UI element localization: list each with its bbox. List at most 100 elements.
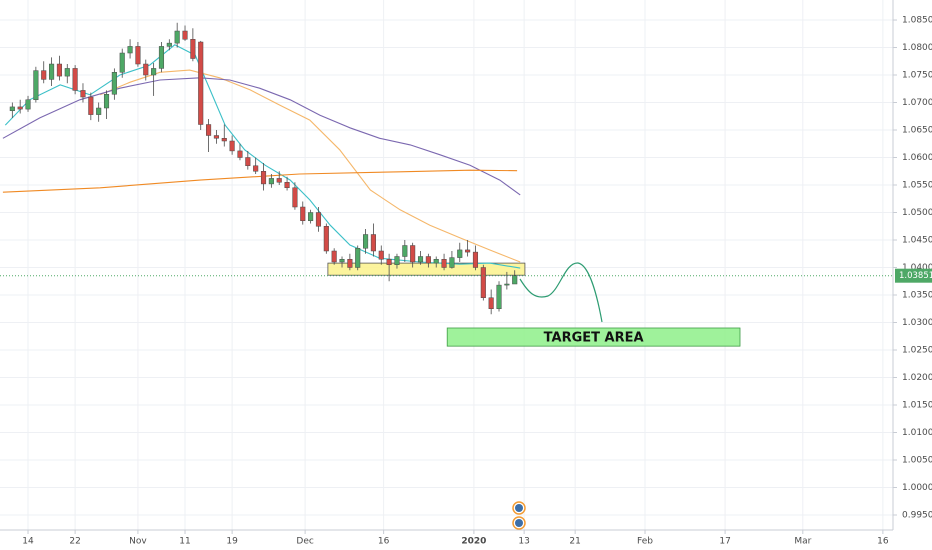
candle-body <box>480 267 486 299</box>
candle-body <box>221 138 227 142</box>
x-tick-label: 22 <box>69 537 80 547</box>
candle-body <box>198 41 204 125</box>
candle-body <box>363 234 369 249</box>
x-tick-label: 17 <box>719 537 730 547</box>
candle-body <box>25 99 31 110</box>
candle-body <box>504 283 510 286</box>
y-tick-label: 1.02500 <box>902 345 932 355</box>
candle-body <box>174 30 180 44</box>
y-tick-label: 1.00000 <box>902 483 932 493</box>
candle-body <box>237 150 243 158</box>
candle-body <box>347 259 353 268</box>
x-tick-label: 2020 <box>461 537 486 547</box>
candle-body <box>9 106 15 112</box>
y-tick-label: 1.08000 <box>902 43 932 53</box>
candle-body <box>41 70 47 80</box>
candle-body <box>213 135 219 139</box>
y-tick-label: 1.04000 <box>902 263 932 273</box>
y-tick-label: 1.03000 <box>902 318 932 328</box>
candle-body <box>339 259 345 263</box>
candle-body <box>151 68 157 76</box>
y-tick-label: 1.05000 <box>902 208 932 218</box>
candle-body <box>49 63 55 80</box>
candle-body <box>402 245 408 257</box>
candle-body <box>143 63 149 76</box>
candle-body <box>410 245 416 263</box>
candle-body <box>33 70 39 101</box>
candle-body <box>166 42 172 47</box>
x-tick-label: 19 <box>226 537 238 547</box>
candle-body <box>111 72 117 95</box>
x-tick-label: 21 <box>569 537 580 547</box>
candle-body <box>284 182 290 189</box>
y-tick-label: 1.00500 <box>902 455 932 465</box>
candle-body <box>292 187 298 208</box>
candle-body <box>441 259 447 268</box>
candle-body <box>465 249 471 253</box>
candle-body <box>80 90 86 98</box>
candle-body <box>56 63 62 77</box>
candle-body <box>17 106 23 110</box>
event-icon[interactable] <box>512 501 526 515</box>
candle-body <box>331 250 337 263</box>
last-price-box <box>895 268 932 283</box>
candle-body <box>512 275 518 285</box>
y-tick-label: 1.08500 <box>902 16 932 26</box>
candle-body <box>496 284 502 309</box>
x-tick-label: Mar <box>794 537 811 547</box>
candle-body <box>119 52 125 73</box>
y-tick-label: 1.04500 <box>902 236 932 246</box>
candle-body <box>355 248 361 268</box>
last-price-label: 1.03851 <box>899 271 932 281</box>
candle-body <box>323 226 329 252</box>
y-tick-label: 1.02000 <box>902 373 932 383</box>
candle-body <box>370 234 376 252</box>
candle-body <box>449 257 455 268</box>
candle-body <box>96 107 102 115</box>
candle-body <box>386 259 392 266</box>
candle-body <box>72 68 78 91</box>
x-tick-label: Dec <box>296 537 313 547</box>
moving-average <box>99 69 521 263</box>
candle-body <box>64 68 70 77</box>
x-tick-label: Nov <box>129 537 147 547</box>
candle-body <box>206 124 212 136</box>
x-tick-label: Feb <box>637 537 653 547</box>
y-tick-label: 1.06000 <box>902 153 932 163</box>
candle-body <box>488 297 494 309</box>
y-tick-label: 1.07500 <box>902 71 932 81</box>
x-tick-label: 13 <box>518 537 529 547</box>
y-tick-label: 1.05500 <box>902 181 932 191</box>
projection-curve <box>519 262 603 323</box>
candle-body <box>425 256 431 264</box>
candle-body <box>103 94 110 109</box>
candle-body <box>229 140 235 152</box>
x-tick-label: 14 <box>22 537 34 547</box>
moving-average <box>4 44 521 269</box>
event-icon[interactable] <box>512 516 526 530</box>
candle-body <box>394 256 400 266</box>
candle-body <box>300 206 306 222</box>
candle-body <box>260 171 267 185</box>
candle-body <box>457 249 463 258</box>
x-tick-label: 11 <box>179 537 190 547</box>
moving-average <box>2 169 518 193</box>
x-tick-label: 16 <box>877 537 889 547</box>
x-tick-label: 16 <box>378 537 390 547</box>
candle-body <box>472 251 479 268</box>
candle-body <box>245 157 251 167</box>
y-tick-label: 1.06500 <box>902 126 932 136</box>
y-tick-label: 0.99500 <box>902 510 932 520</box>
y-tick-label: 1.01500 <box>902 400 932 410</box>
candle-body <box>378 250 384 260</box>
candle-body <box>182 30 188 40</box>
y-tick-label: 1.01000 <box>902 428 932 438</box>
y-tick-label: 1.03500 <box>902 291 932 301</box>
candle-body <box>417 256 424 263</box>
candle-body <box>158 46 165 69</box>
candle-body <box>276 178 282 183</box>
candle-body <box>253 165 259 172</box>
candle-body <box>135 46 141 65</box>
candle-body <box>268 178 274 185</box>
